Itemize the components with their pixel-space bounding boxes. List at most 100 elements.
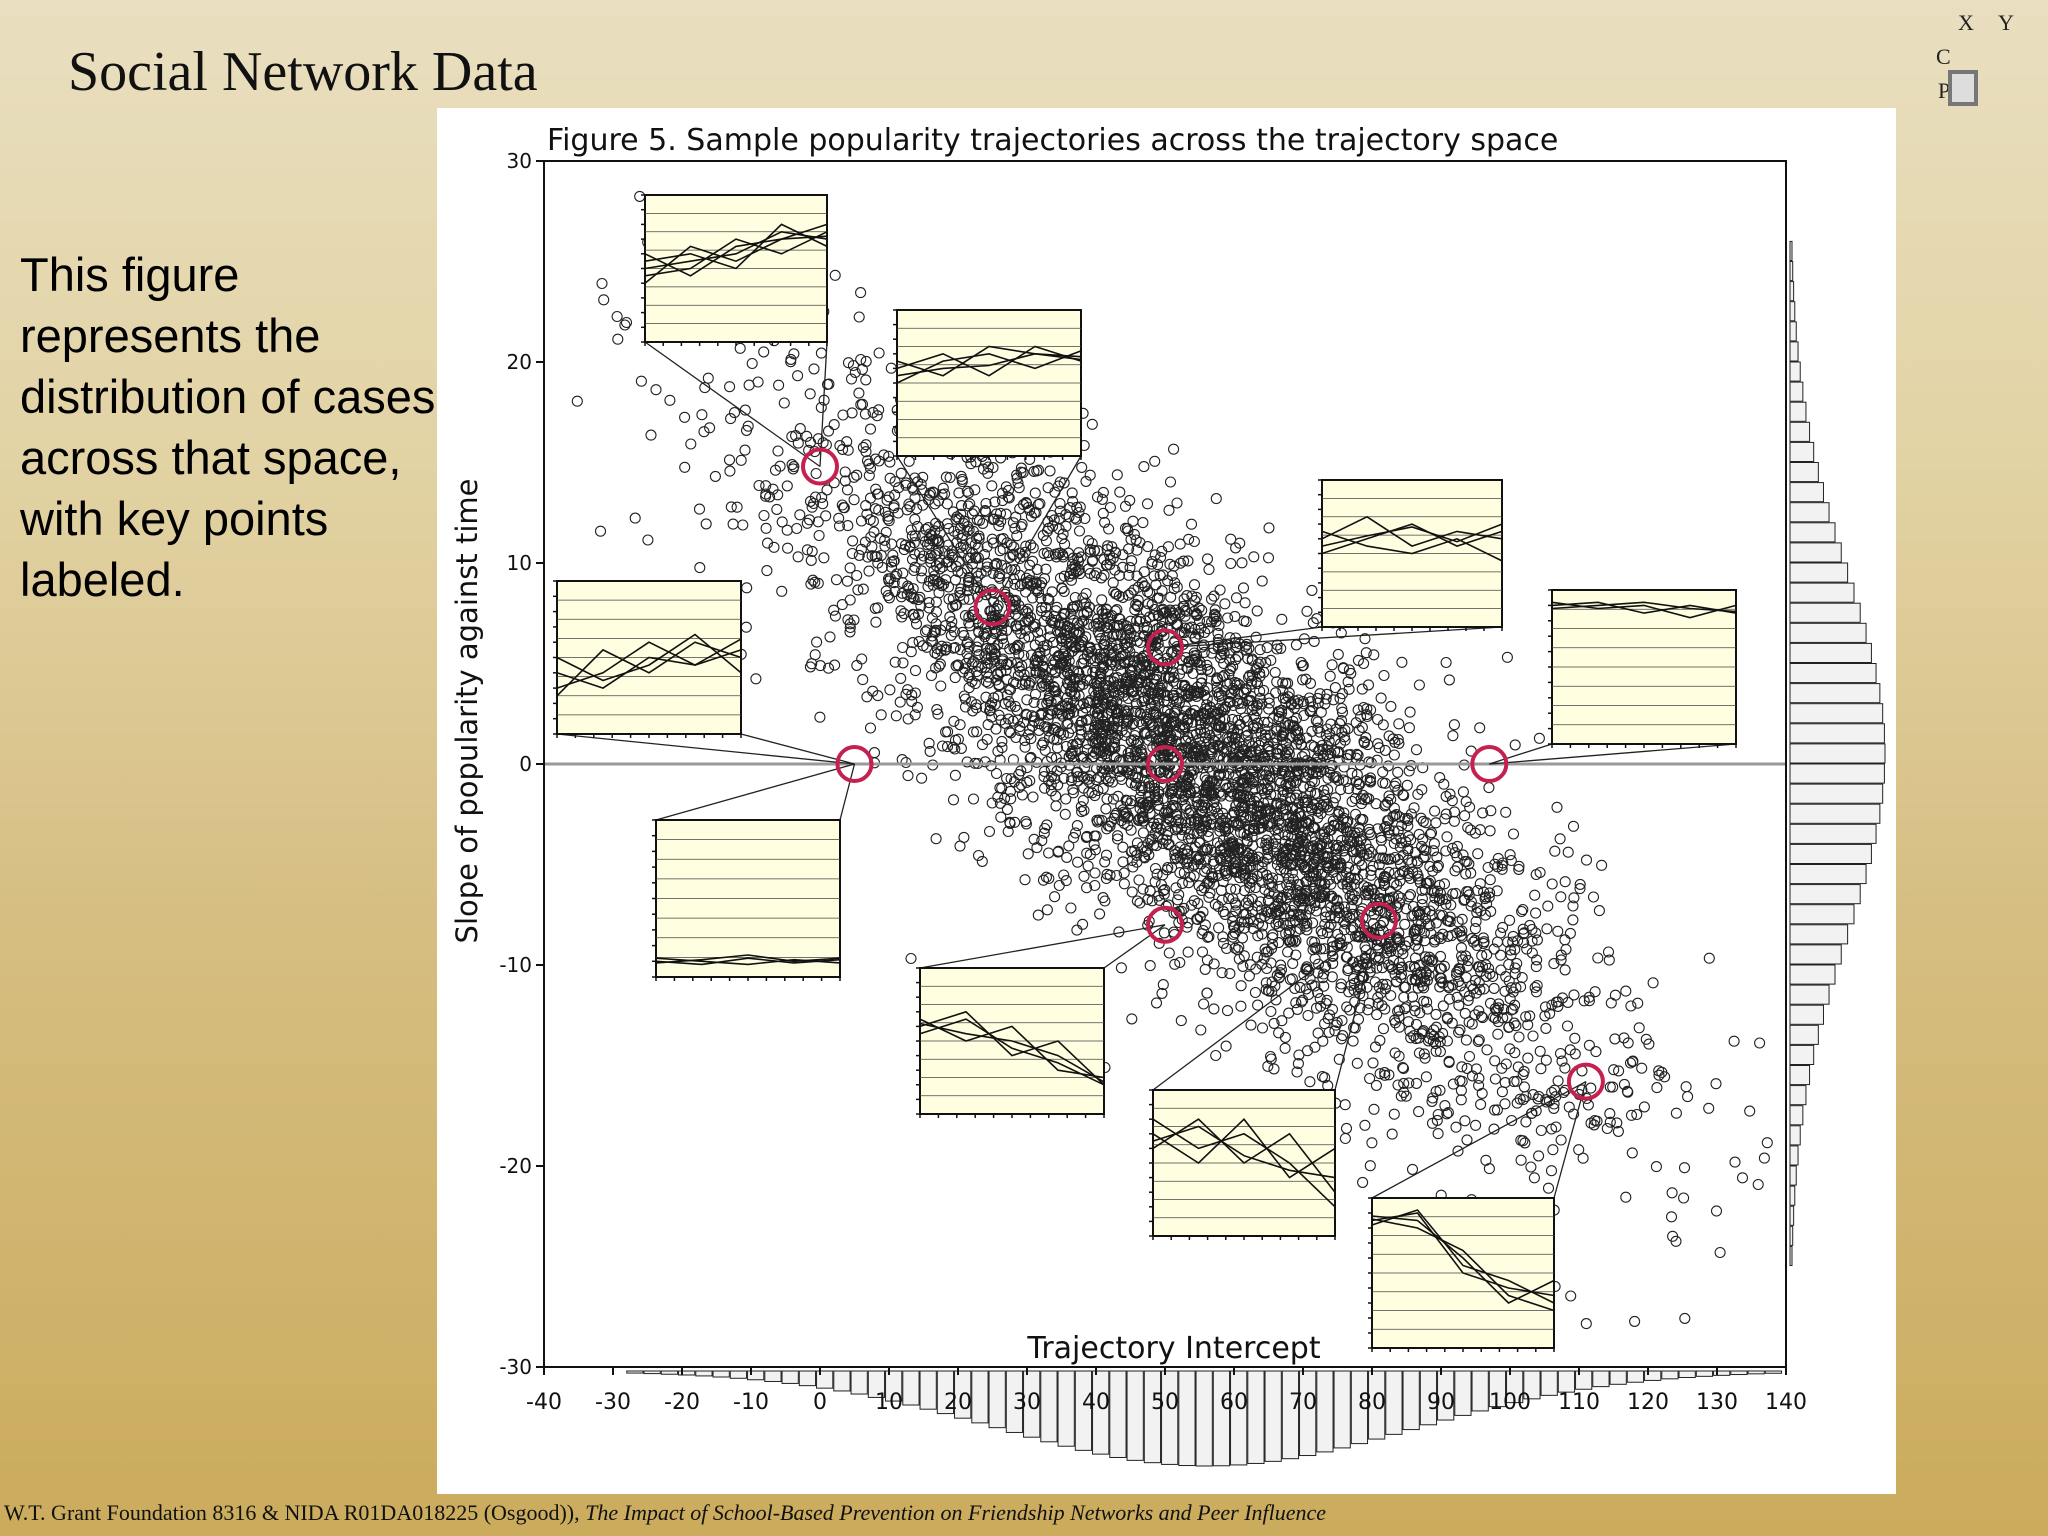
x-histogram-bar <box>1695 1370 1714 1377</box>
inset-trajectory-line <box>919 1018 1105 1079</box>
inset-connector-line <box>1489 743 1553 765</box>
x-tick-label: 0 <box>813 1390 827 1415</box>
x-histogram-bar <box>885 1370 903 1402</box>
slide-title: Social Network Data <box>68 41 538 103</box>
inset-connector-line <box>839 763 856 821</box>
inset-trajectory-line <box>1321 523 1503 547</box>
inset-trajectory-line <box>1321 530 1503 562</box>
y-histogram-bar <box>1789 522 1836 543</box>
inset-panels <box>553 194 1737 1352</box>
x-histogram-bar <box>1626 1370 1645 1383</box>
x-histogram-bar <box>1506 1370 1524 1404</box>
inset-connector-line <box>1164 626 1323 649</box>
x-histogram-bar <box>1023 1370 1041 1438</box>
x-histogram-bar <box>1730 1370 1748 1376</box>
x-histogram-bar <box>971 1370 989 1424</box>
y-histogram-bar <box>1789 401 1807 422</box>
highlighted-point <box>973 588 1012 627</box>
chart-title: Figure 5. Sample popularity trajectories… <box>547 123 1558 158</box>
x-tick-label: 110 <box>1558 1390 1600 1415</box>
y-histogram-bar <box>1789 240 1793 261</box>
description-text: This figure represents the distribution … <box>20 248 436 606</box>
x-axis-ticks: -40 -30 -20 -10 0 10 20 30 40 50 60 70 80 90 100 110 120… <box>526 1367 1807 1415</box>
y-histogram-bar <box>1789 803 1881 824</box>
nav-c-label[interactable]: C <box>1936 44 1951 69</box>
x-histogram-bar <box>798 1370 817 1387</box>
inset-trajectory-line <box>1371 1215 1555 1304</box>
x-histogram-bar <box>1523 1370 1541 1400</box>
inset-trajectory-line <box>896 345 1082 377</box>
inset-connector-line <box>1152 920 1380 1091</box>
y-histogram-bar <box>1789 1205 1795 1226</box>
inset-trajectory-line <box>644 235 828 277</box>
y-histogram-bar <box>1789 1245 1793 1267</box>
x-histogram-bar <box>1385 1370 1403 1435</box>
inset-trajectory-line <box>919 1018 1105 1086</box>
x-tick-label: -30 <box>595 1390 631 1415</box>
y-tick-label: -30 <box>499 1355 532 1379</box>
inset-trajectory-line <box>1551 601 1737 613</box>
x-histogram-bar <box>1644 1370 1662 1381</box>
inset-trajectory-line <box>556 638 742 689</box>
x-axis-label: Trajectory Intercept <box>1026 1331 1320 1366</box>
x-histogram-bar <box>1264 1370 1282 1462</box>
x-histogram-bar <box>867 1370 886 1398</box>
inset-connector-line <box>1164 626 1503 649</box>
nav-p-label[interactable]: P <box>1938 78 1951 103</box>
x-tick-label: 140 <box>1765 1390 1807 1415</box>
y-histogram-bar <box>1789 642 1872 664</box>
inset-trajectory-line <box>919 1022 1105 1083</box>
x-histogram-bar <box>1575 1370 1593 1390</box>
y-histogram-bar <box>1789 462 1819 483</box>
inset-trajectory-line <box>655 954 841 964</box>
y-histogram-bar <box>1789 622 1867 643</box>
y-histogram-bar <box>1789 743 1886 764</box>
y-tick-label: -20 <box>499 1154 532 1178</box>
y-histogram-bar <box>1789 864 1867 885</box>
y-histogram-bar <box>1789 542 1842 563</box>
inset-trajectory-line <box>1371 1209 1555 1304</box>
x-histogram-bar <box>1609 1370 1627 1385</box>
inset-trajectory-line <box>1371 1218 1555 1312</box>
highlighted-point <box>1146 745 1184 783</box>
inset-trajectory-line <box>1152 1118 1336 1208</box>
highlighted-point <box>835 745 874 783</box>
inset-connector-line <box>655 763 855 821</box>
y-histogram-bar <box>1789 361 1801 382</box>
y-histogram-bar <box>1789 1085 1807 1106</box>
x-histogram-bar <box>1092 1370 1110 1455</box>
inset-trajectory-line <box>556 641 742 697</box>
y-tick-label: 30 <box>507 149 532 173</box>
highlighted-point <box>1146 628 1184 667</box>
y-histogram-bar <box>1789 944 1842 965</box>
x-histogram-bar <box>695 1370 713 1377</box>
nav-widget[interactable]: X Y C P <box>1930 8 2048 108</box>
y-histogram-bar <box>1789 723 1885 744</box>
figure-panel: Figure 5. Sample popularity trajectories… <box>437 108 1896 1494</box>
y-histogram-bar <box>1789 441 1815 462</box>
x-histogram-bar <box>902 1370 920 1406</box>
x-histogram-bar <box>936 1370 955 1415</box>
inset-panel-8 <box>1149 1089 1336 1240</box>
x-histogram-bar <box>954 1370 972 1419</box>
inset-panel-9 <box>1368 1197 1555 1352</box>
inset-connectors <box>556 341 1737 1199</box>
x-histogram-bar <box>729 1370 748 1379</box>
scatter-point-cloud <box>571 190 1773 1330</box>
highlighted-point <box>1566 1062 1605 1101</box>
nav-box-icon[interactable] <box>1948 70 1978 106</box>
highlighted-point <box>1470 745 1509 783</box>
nav-y-label[interactable]: Y <box>1998 10 2014 35</box>
y-histogram-bar <box>1789 683 1881 704</box>
x-tick-label: -10 <box>733 1390 769 1415</box>
x-tick-label: 40 <box>1082 1390 1110 1415</box>
x-histogram-bar <box>1419 1370 1438 1426</box>
x-tick-label: -40 <box>526 1390 562 1415</box>
inset-panel-7 <box>916 967 1105 1118</box>
y-histogram-bar <box>1789 1024 1819 1045</box>
nav-x-label[interactable]: X <box>1958 10 1974 35</box>
inset-connector-line <box>1103 924 1166 969</box>
x-histogram-bar <box>850 1370 868 1395</box>
y-histogram-bar <box>1789 562 1849 583</box>
x-histogram-bar <box>764 1370 782 1382</box>
